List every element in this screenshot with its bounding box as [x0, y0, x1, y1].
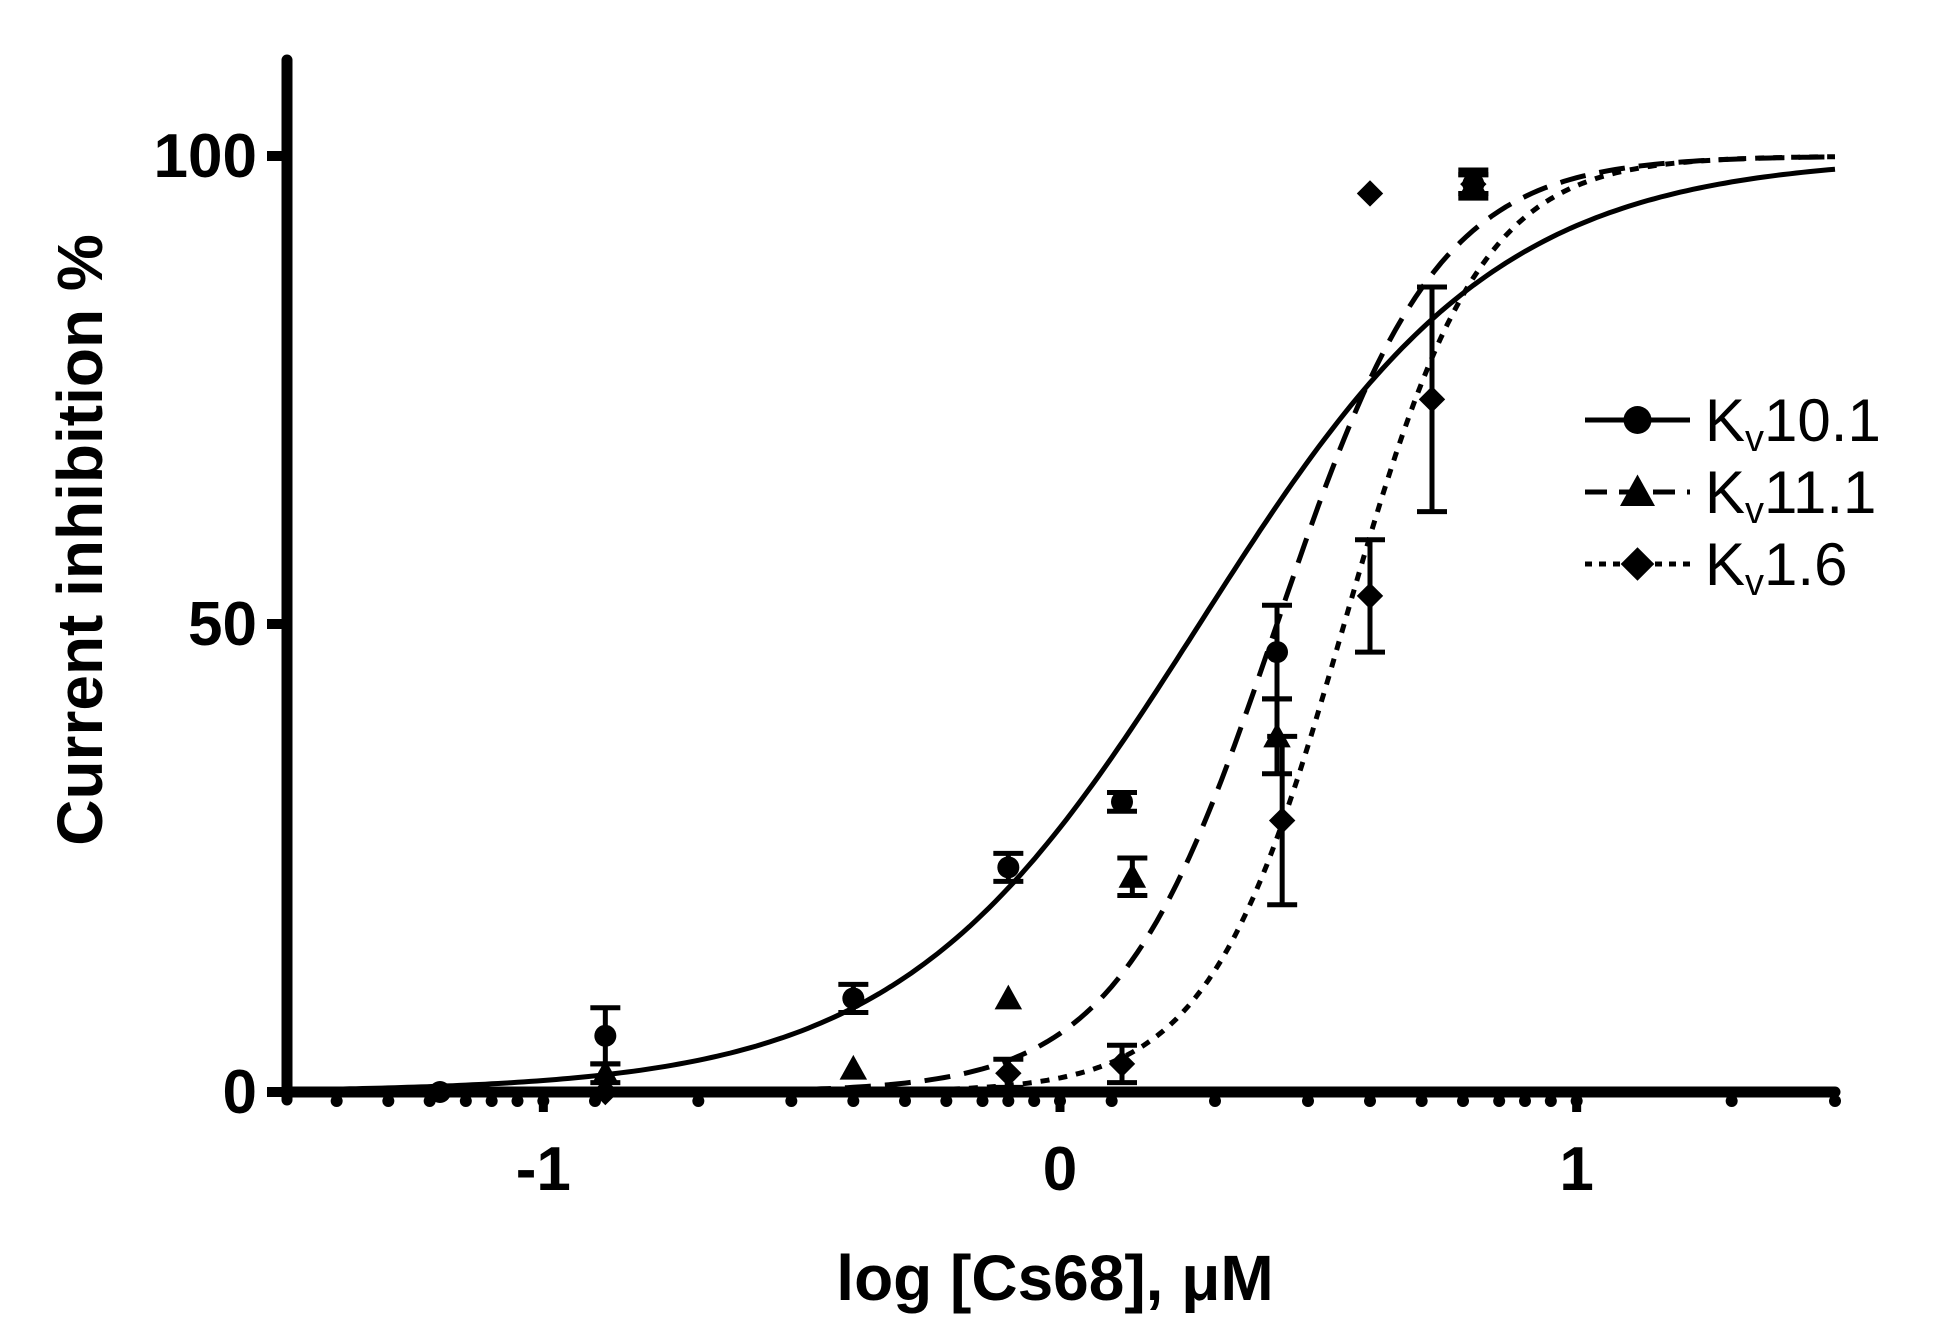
- data-point: [1355, 537, 1385, 655]
- data-point: [1458, 170, 1489, 198]
- marker-triangle: [839, 1054, 868, 1080]
- marker-circle: [429, 1081, 451, 1103]
- data-point: [429, 1081, 451, 1103]
- marker-circle: [1111, 790, 1133, 813]
- marker-circle: [997, 856, 1020, 879]
- marker-diamond: [1268, 807, 1296, 834]
- x-minor-tick: [940, 1095, 953, 1107]
- data-point: [993, 1056, 1024, 1090]
- data-point: [1262, 602, 1292, 702]
- x-minor-tick: [1415, 1095, 1428, 1107]
- y-tick-label: 0: [223, 1058, 257, 1127]
- y-axis-title: Current inhibition %: [44, 234, 116, 846]
- x-minor-tick: [1493, 1095, 1506, 1107]
- series-kv10-1: [429, 167, 1489, 1103]
- data-point: [838, 981, 869, 1015]
- marker-diamond: [1418, 386, 1446, 413]
- data-point: [1267, 733, 1298, 908]
- x-minor-tick: [1028, 1095, 1041, 1107]
- data-point: [1107, 789, 1137, 814]
- x-minor-tick: [1364, 1095, 1376, 1107]
- marker-triangle: [1118, 862, 1147, 888]
- marker-diamond: [592, 1078, 619, 1106]
- data-point: [839, 1054, 868, 1080]
- data-point: [994, 984, 1023, 1010]
- legend-entry: Kv1.6: [1585, 531, 1847, 604]
- x-minor-tick: [1002, 1095, 1015, 1107]
- x-tick-label: 0: [1043, 1135, 1077, 1204]
- legend-label: Kv10.1: [1705, 387, 1881, 460]
- data-points: [429, 167, 1489, 1106]
- x-minor-tick: [1519, 1095, 1531, 1107]
- x-minor-tick: [589, 1095, 601, 1107]
- data-point: [590, 1005, 621, 1067]
- x-axis-title: log [Cs68], μM: [836, 1242, 1273, 1314]
- data-point: [1107, 1042, 1137, 1086]
- x-minor-tick: [1725, 1095, 1738, 1107]
- fit-curve-kv1-6: [285, 154, 1836, 1095]
- x-minor-tick: [1105, 1095, 1118, 1107]
- marker-diamond: [1356, 180, 1384, 207]
- marker-circle: [594, 1024, 617, 1047]
- legend-marker: [1623, 406, 1652, 434]
- fit-curve-kv11-1: [285, 154, 1836, 1095]
- legend-label: Kv1.6: [1705, 531, 1847, 604]
- x-tick-label: 1: [1559, 1135, 1593, 1204]
- x-minor-tick: [1829, 1095, 1841, 1107]
- axes: 0 50 100 -1 0 1: [154, 54, 1841, 1204]
- x-minor-tick: [899, 1095, 911, 1107]
- fit-curves: [284, 154, 1836, 1095]
- data-point: [1356, 180, 1384, 207]
- x-minor-tick: [382, 1095, 395, 1107]
- legend-label: Kv11.1: [1705, 459, 1876, 532]
- marker-triangle: [994, 984, 1023, 1010]
- data-point: [1117, 855, 1148, 898]
- marker-circle: [842, 987, 865, 1010]
- x-minor-tick: [459, 1095, 472, 1107]
- legend-marker: [1620, 547, 1655, 581]
- data-point: [1417, 284, 1447, 515]
- data-point: [993, 850, 1024, 884]
- marker-diamond: [1460, 170, 1487, 198]
- y-tick-label: 50: [188, 590, 257, 659]
- marker-circle: [1266, 641, 1288, 664]
- x-minor-tick: [485, 1095, 498, 1107]
- legend-marker: [1620, 474, 1655, 506]
- y-tick-label: 100: [154, 122, 257, 191]
- x-minor-tick: [1209, 1095, 1221, 1107]
- marker-triangle: [591, 1059, 620, 1085]
- x-minor-tick: [1544, 1095, 1557, 1107]
- series-kv1-6: [592, 170, 1489, 1106]
- x-minor-tick: [511, 1095, 524, 1107]
- x-tick-label: -1: [516, 1135, 571, 1204]
- data-point: [592, 1078, 619, 1106]
- x-minor-tick: [692, 1095, 705, 1107]
- x-minor-tick: [976, 1095, 989, 1107]
- marker-diamond: [1108, 1050, 1136, 1078]
- legend-entry: Kv11.1: [1585, 459, 1876, 532]
- series-kv11-1: [590, 170, 1489, 1086]
- marker-diamond: [995, 1060, 1022, 1087]
- marker-diamond: [1356, 582, 1384, 610]
- legend-entry: Kv10.1: [1585, 387, 1881, 460]
- x-minor-tick: [785, 1095, 798, 1107]
- fit-curve-kv10-1: [284, 166, 1836, 1093]
- x-minor-tick: [1457, 1095, 1469, 1107]
- x-minor-tick: [330, 1095, 343, 1107]
- x-minor-tick: [847, 1095, 860, 1107]
- x-minor-tick: [1302, 1095, 1314, 1107]
